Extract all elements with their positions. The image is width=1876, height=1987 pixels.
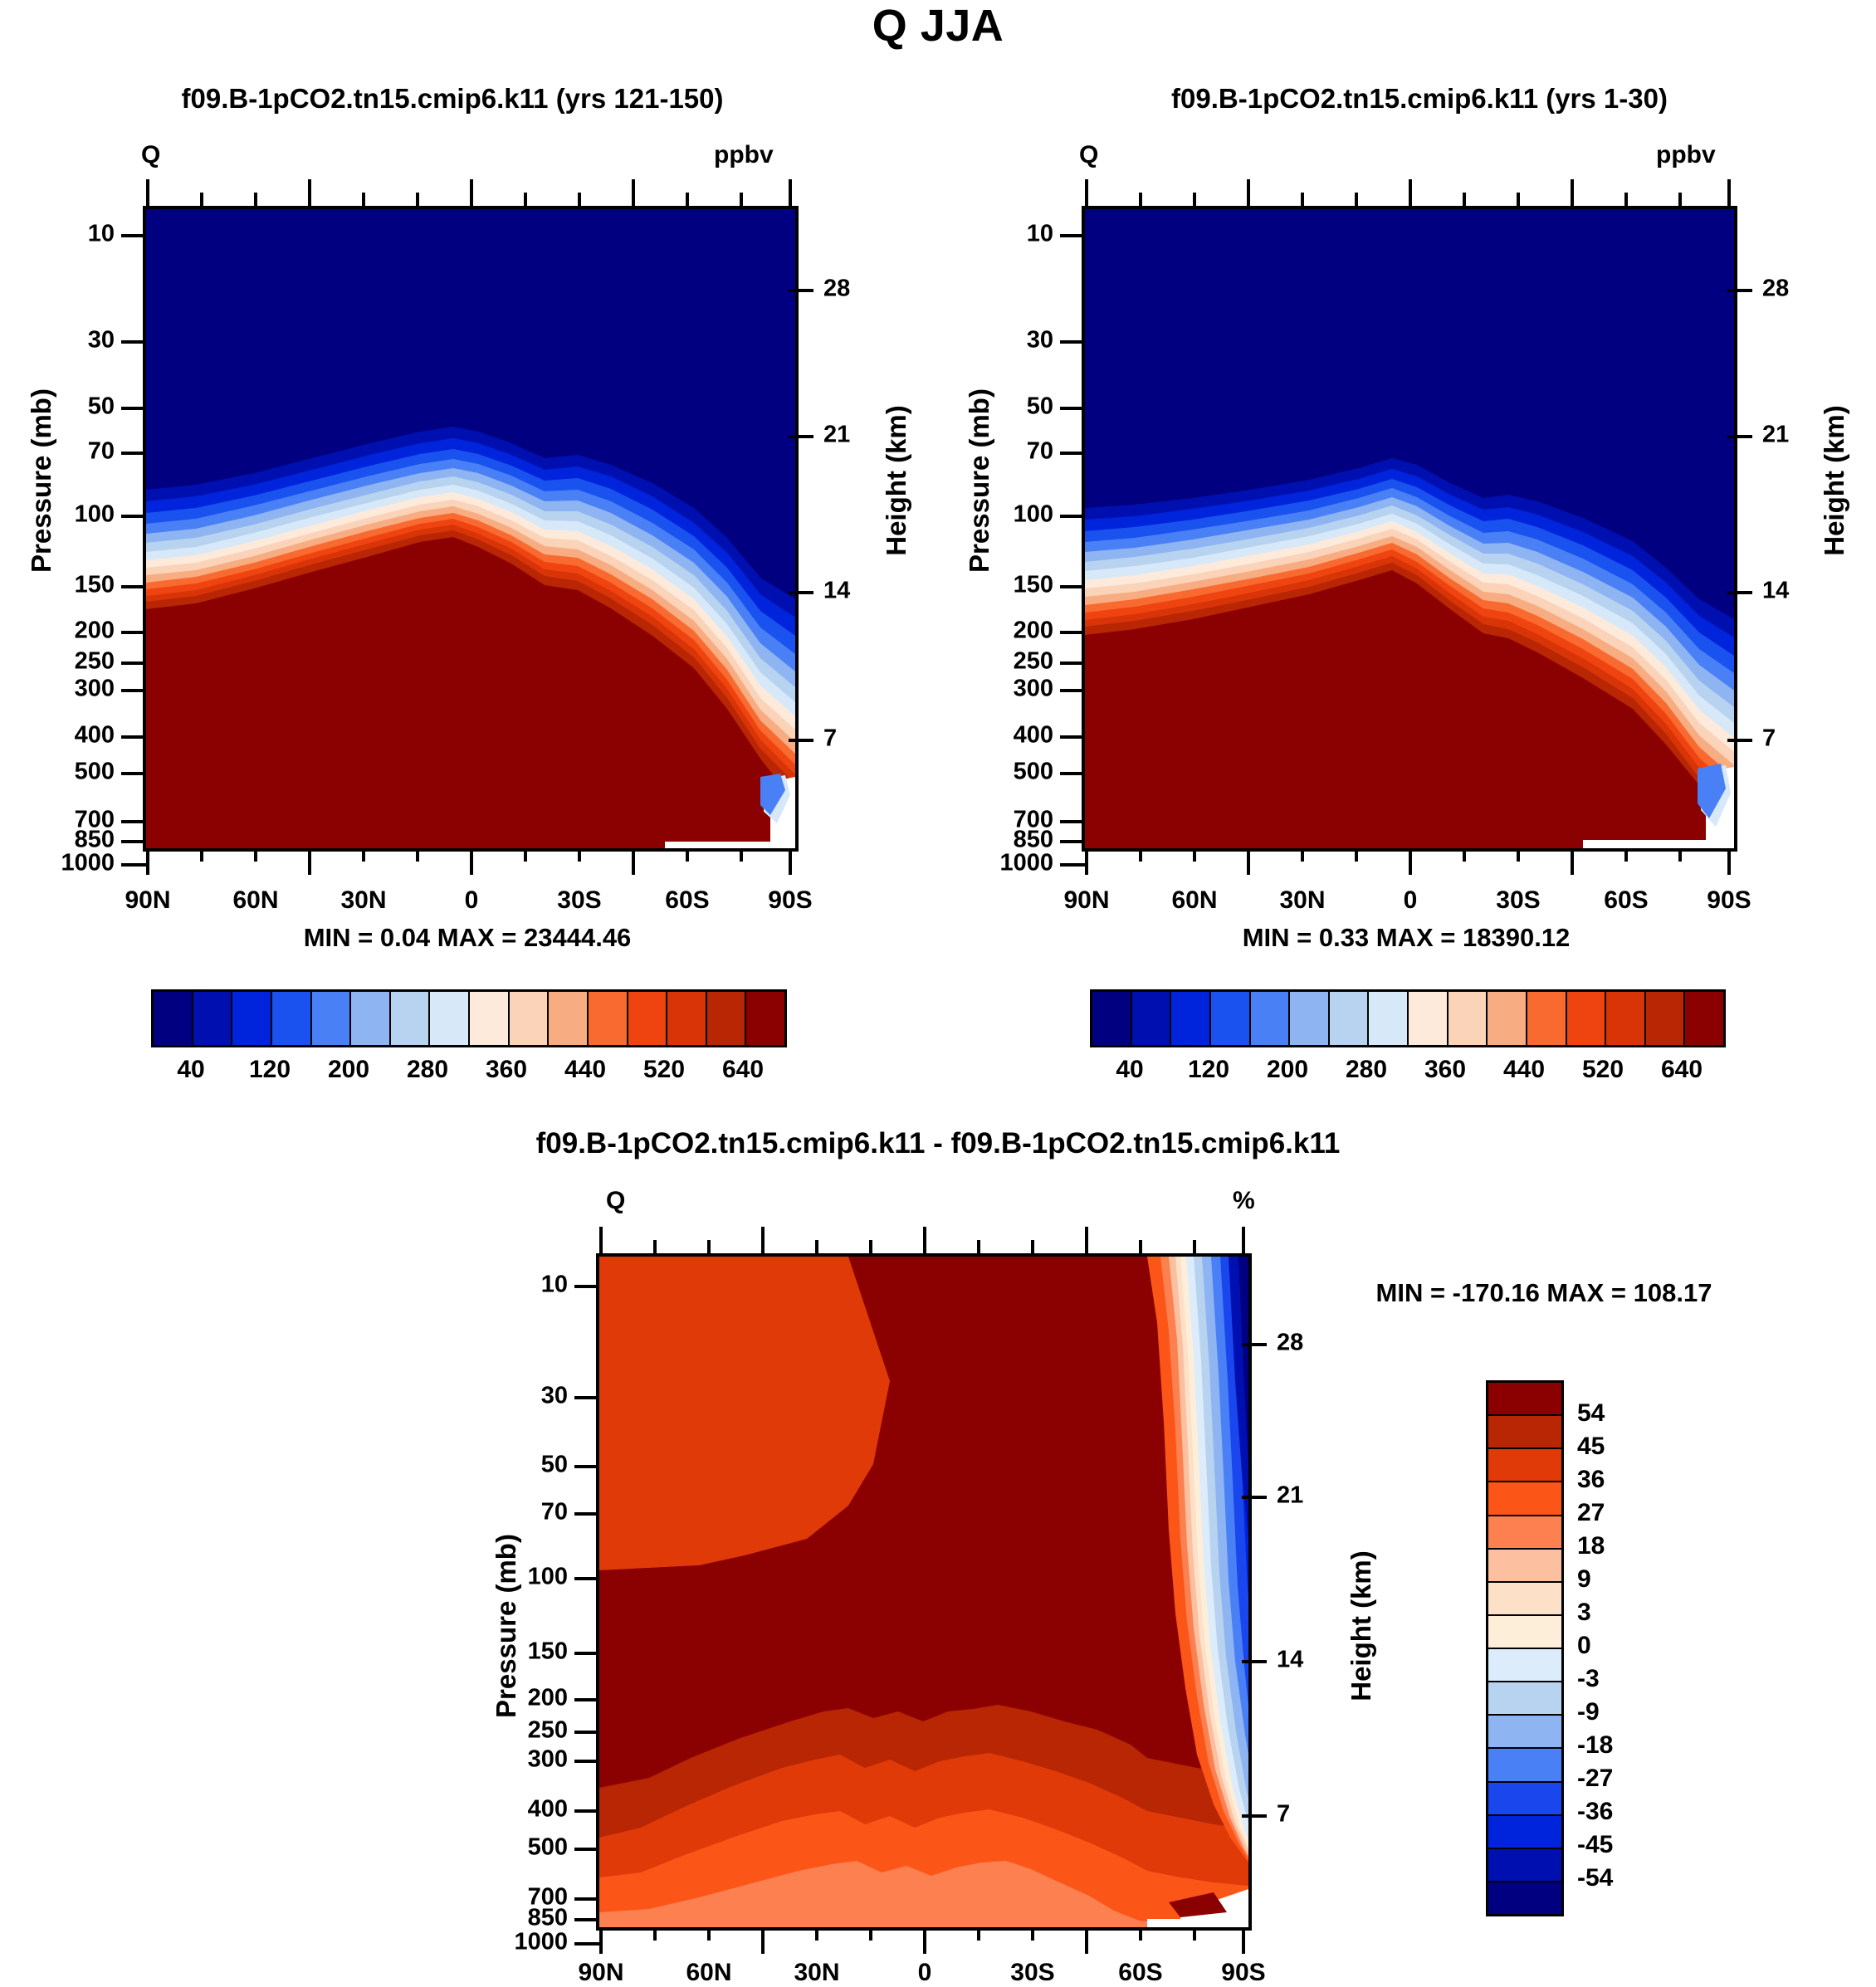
contour-field-top-right <box>1085 209 1734 848</box>
colorbar-difference-cell-4 <box>1488 1516 1561 1550</box>
colorbar-difference-cell-7 <box>1488 1615 1561 1649</box>
panel-title-top-left: f09.B-1pCO2.tn15.cmip6.k11 (yrs 121-150) <box>181 83 724 114</box>
top-right-units-label: ppbv <box>1656 141 1716 168</box>
colorbar-top-left-cell-0 <box>154 992 193 1045</box>
colorbar-top-left-cell-12 <box>628 992 668 1045</box>
colorbar-difference-cell-8 <box>1488 1649 1561 1683</box>
difference-units-label: % <box>1233 1187 1255 1214</box>
min-max-top-right: MIN = 0.33 MAX = 18390.12 <box>1242 923 1571 952</box>
colorbar-top-left-cell-13 <box>667 992 707 1045</box>
colorbar-top-left-cell-8 <box>470 992 510 1045</box>
panel-title-top-right: f09.B-1pCO2.tn15.cmip6.k11 (yrs 1-30) <box>1171 83 1668 114</box>
colorbar-top-left-cell-3 <box>271 992 312 1045</box>
colorbar-top-left-cell-14 <box>706 992 747 1045</box>
colorbar-top-right-cell-8 <box>1409 992 1449 1045</box>
colorbar-top-left-cell-7 <box>430 992 470 1045</box>
top-right-y2-axis-title: Height (km) <box>1819 405 1849 556</box>
colorbar-top-right-cell-0 <box>1092 992 1132 1045</box>
colorbar-difference-cell-10 <box>1488 1716 1561 1750</box>
colorbar-difference[interactable] <box>1486 1380 1564 1916</box>
top-left-units-label: ppbv <box>714 141 774 168</box>
colorbar-difference-cell-12 <box>1488 1782 1561 1816</box>
colorbar-difference-cell-2 <box>1488 1449 1561 1483</box>
colorbar-top-right-cell-11 <box>1527 992 1567 1045</box>
colorbar-top-right-cell-2 <box>1171 992 1211 1045</box>
colorbar-top-left-cell-10 <box>549 992 589 1045</box>
colorbar-top-right-cell-15 <box>1685 992 1723 1045</box>
colorbar-top-right-cell-6 <box>1329 992 1370 1045</box>
colorbar-top-right-cell-4 <box>1250 992 1291 1045</box>
colorbar-top-right-cell-9 <box>1448 992 1488 1045</box>
colorbar-top-left-cell-15 <box>746 992 784 1045</box>
colorbar-difference-cell-5 <box>1488 1549 1561 1583</box>
min-max-difference: MIN = -170.16 MAX = 108.17 <box>1375 1278 1712 1307</box>
contour-field-difference <box>599 1257 1248 1927</box>
top-left-variable-label: Q <box>141 141 161 168</box>
colorbar-top-left-cell-4 <box>311 992 352 1045</box>
colorbar-top-right-cell-7 <box>1369 992 1409 1045</box>
colorbar-difference-cell-6 <box>1488 1582 1561 1616</box>
contour-field-top-left <box>146 209 795 848</box>
colorbar-top-left[interactable] <box>151 989 787 1047</box>
colorbar-difference-cell-13 <box>1488 1815 1561 1849</box>
colorbar-top-right-cell-1 <box>1131 992 1172 1045</box>
colorbar-top-left-cell-1 <box>193 992 233 1045</box>
colorbar-top-right-cell-14 <box>1645 992 1686 1045</box>
colorbar-top-right-cell-5 <box>1290 992 1330 1045</box>
min-max-top-left: MIN = 0.04 MAX = 23444.46 <box>303 923 632 952</box>
colorbar-difference-cell-14 <box>1488 1848 1561 1882</box>
colorbar-difference-cell-3 <box>1488 1482 1561 1516</box>
colorbar-difference-cell-11 <box>1488 1749 1561 1783</box>
page-title: Q JJA <box>872 1 1004 51</box>
colorbar-top-left-cell-5 <box>351 992 391 1045</box>
colorbar-top-right-cell-10 <box>1488 992 1527 1045</box>
colorbar-difference-cell-15 <box>1488 1882 1561 1914</box>
difference-variable-label: Q <box>606 1187 626 1214</box>
colorbar-top-left-cell-6 <box>390 992 431 1045</box>
plot-top-left <box>143 206 799 852</box>
plot-difference <box>596 1253 1252 1931</box>
colorbar-difference-cell-1 <box>1488 1416 1561 1450</box>
colorbar-top-left-cell-2 <box>232 992 272 1045</box>
top-left-y2-axis-title: Height (km) <box>881 405 911 556</box>
difference-y2-axis-title: Height (km) <box>1346 1550 1376 1701</box>
panel-title-difference: f09.B-1pCO2.tn15.cmip6.k11 - f09.B-1pCO2… <box>535 1127 1341 1159</box>
colorbar-top-left-cell-9 <box>509 992 550 1045</box>
colorbar-difference-cell-9 <box>1488 1682 1561 1716</box>
colorbar-top-right-cell-13 <box>1606 992 1646 1045</box>
colorbar-difference-cell-0 <box>1488 1383 1561 1417</box>
top-right-variable-label: Q <box>1079 141 1099 168</box>
colorbar-top-right-cell-12 <box>1566 992 1607 1045</box>
plot-top-right <box>1082 206 1737 852</box>
colorbar-top-right[interactable] <box>1090 989 1726 1047</box>
colorbar-top-left-cell-11 <box>588 992 628 1045</box>
colorbar-top-right-cell-3 <box>1210 992 1251 1045</box>
